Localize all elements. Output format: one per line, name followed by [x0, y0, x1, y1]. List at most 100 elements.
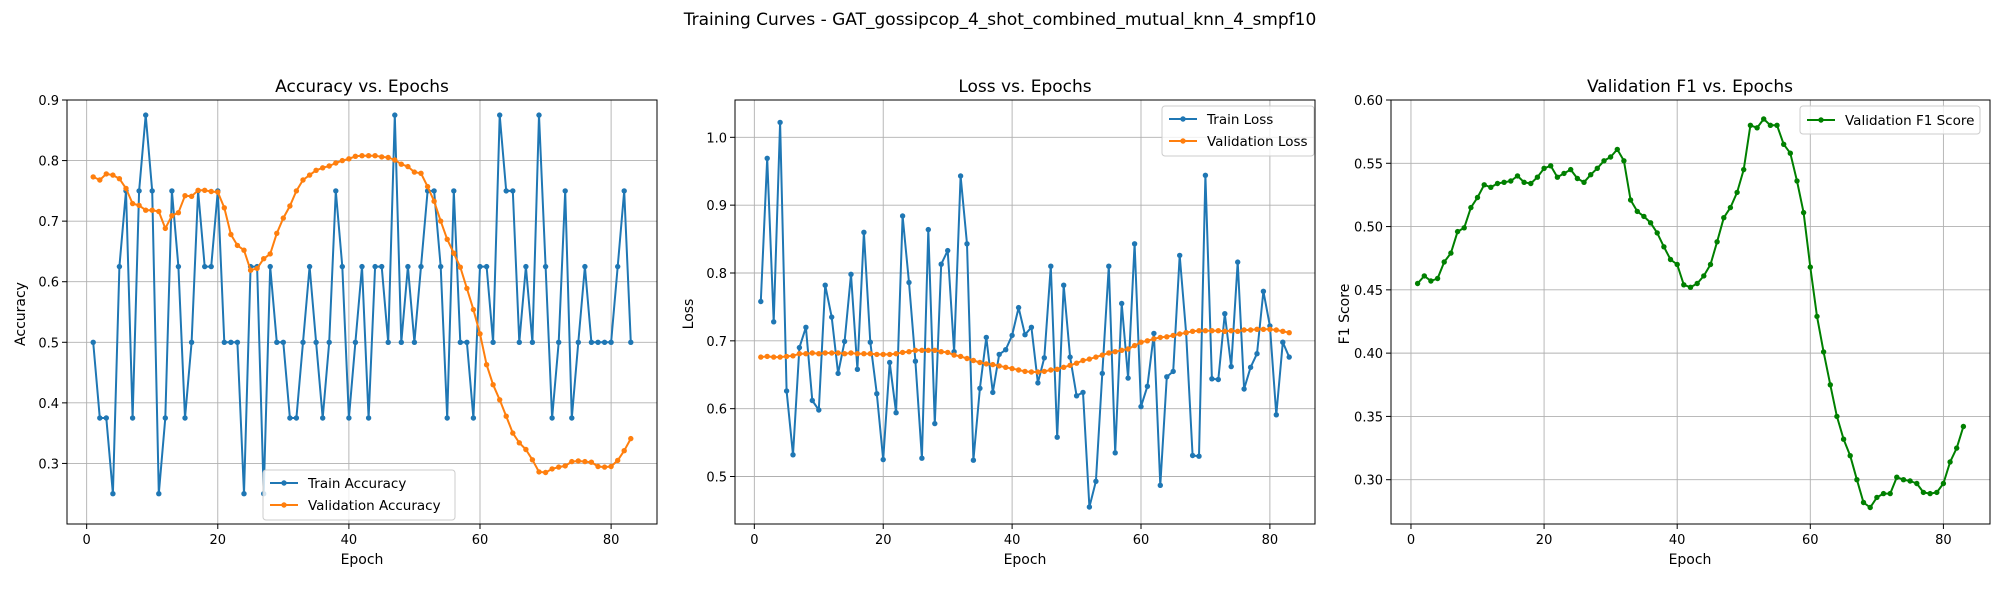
f1-series-0-point — [1574, 175, 1581, 182]
accuracy-series-0-point — [490, 339, 496, 345]
validation-loss-legend-marker — [1180, 138, 1186, 144]
accuracy-legend: Train Accuracy Validation Accuracy — [262, 469, 456, 521]
f1-series-0-point — [1581, 179, 1587, 185]
f1-series-0-point — [1421, 273, 1428, 279]
f1-series-0-point — [1694, 280, 1700, 287]
loss-series-0-point — [829, 314, 835, 320]
f1-series-0-point — [1528, 180, 1534, 187]
f1-x-tick-label: 60 — [1802, 533, 1819, 548]
accuracy-x-axis-label: Epoch — [341, 552, 384, 568]
accuracy-series-0-point — [601, 339, 608, 345]
accuracy-panel-title: Accuracy vs. Epochs — [275, 77, 449, 97]
accuracy-series-0-point — [313, 339, 319, 345]
accuracy-series-1-point — [483, 362, 490, 368]
f1-y-axis-label: F1 Score — [1337, 284, 1353, 345]
loss-y-axis-label: Loss — [681, 299, 697, 330]
loss-series-1-point — [1067, 362, 1073, 368]
loss-series-0-point — [1080, 389, 1086, 396]
loss-series-1-point — [1209, 328, 1215, 334]
accuracy-series-1-point — [418, 170, 424, 176]
loss-series-0-point — [1228, 363, 1234, 370]
loss-series-1-point — [957, 353, 964, 360]
accuracy-series-0-point — [116, 263, 123, 270]
loss-y-tick-label: 0.7 — [706, 335, 727, 350]
loss-series-1-point — [880, 351, 886, 358]
accuracy-series-1-point — [470, 306, 477, 313]
accuracy-series-1-point — [208, 188, 214, 195]
loss-series-0-point — [925, 226, 931, 233]
accuracy-series-1-point — [195, 187, 201, 193]
loss-series-1-point — [854, 351, 861, 357]
loss-series-1-point — [977, 359, 983, 366]
accuracy-series-0-point — [575, 339, 581, 345]
validation-accuracy-legend-label: Validation Accuracy — [308, 498, 441, 514]
accuracy-series-0-point — [608, 339, 614, 345]
accuracy-series-0-point — [175, 263, 182, 270]
accuracy-series-1-point — [326, 163, 332, 169]
loss-series-1-point — [809, 350, 815, 356]
loss-series-0-point — [1247, 364, 1254, 370]
accuracy-series-0-point — [241, 491, 247, 497]
f1-series-0-point — [1727, 204, 1734, 211]
f1-series-0-point — [1707, 261, 1714, 268]
accuracy-series-1-point — [405, 163, 411, 170]
loss-y-tick-label: 0.5 — [706, 471, 727, 486]
f1-series-0-point — [1934, 489, 1940, 496]
f1-series-0-point — [1814, 313, 1820, 320]
accuracy-series-1-point — [582, 458, 588, 465]
accuracy-series-1-point — [372, 153, 378, 159]
accuracy-series-0-point — [470, 415, 477, 421]
loss-series-0-point — [1099, 370, 1106, 377]
loss-series-0-point — [919, 455, 925, 461]
loss-series-0-point — [906, 279, 912, 286]
loss-series-1-point — [945, 349, 951, 356]
loss-series-1-point — [1196, 328, 1202, 334]
loss-series-0-point — [1131, 241, 1138, 247]
loss-series-0-point — [841, 338, 848, 345]
loss-series-1-point — [803, 351, 809, 357]
f1-series-0-point — [1441, 259, 1447, 265]
f1-series-0-point — [1947, 459, 1953, 465]
loss-series-1-point — [1035, 369, 1041, 375]
loss-series-0-point — [1235, 259, 1241, 265]
accuracy-series-1-point — [175, 210, 182, 216]
accuracy-series-0-point — [582, 263, 588, 270]
loss-series-0-point — [1202, 172, 1209, 178]
accuracy-series-1-point — [549, 466, 555, 472]
f1-series-0-point — [1807, 264, 1814, 270]
accuracy-series-0-point — [418, 263, 424, 270]
loss-series-1-point — [1164, 334, 1170, 340]
loss-series-0-point — [1125, 375, 1131, 381]
f1-series-0-point — [1867, 504, 1873, 511]
loss-series-0-point — [1151, 330, 1157, 337]
accuracy-series-1-point — [293, 188, 300, 194]
loss-series-0-point — [803, 324, 809, 330]
f1-axes-frame — [1390, 99, 1991, 525]
f1-series-0-point — [1787, 150, 1794, 156]
accuracy-series-1-point — [254, 265, 260, 272]
loss-series-1-point — [764, 353, 770, 360]
f1-panel-title: Validation F1 vs. Epochs — [1587, 77, 1793, 97]
accuracy-series-0-point — [306, 263, 313, 270]
f1-series-0-point — [1960, 423, 1967, 430]
loss-series-0-point — [783, 388, 790, 394]
accuracy-series-0-point — [438, 263, 444, 270]
accuracy-panel: Accuracy vs. Epochs Epoch Accuracy 0 20 40… — [13, 77, 658, 568]
loss-series-1-point — [758, 354, 764, 360]
loss-y-tick-label: 0.8 — [706, 267, 727, 282]
loss-series-0-point — [887, 359, 893, 366]
accuracy-series-1-point — [333, 160, 339, 166]
accuracy-x-tick-label: 20 — [210, 533, 227, 548]
loss-series-1-point — [899, 349, 906, 356]
loss-series-0-point — [867, 339, 873, 345]
loss-series-0-point — [790, 452, 796, 458]
f1-series-0-point — [1874, 494, 1880, 501]
loss-panel: Loss vs. Epochs Epoch Loss 0 20 40 60 800.50… — [681, 77, 1316, 568]
accuracy-series-1-point — [575, 458, 581, 464]
accuracy-series-0-point — [352, 339, 359, 345]
loss-series-0-point — [777, 119, 783, 126]
f1-series-0-point — [1474, 194, 1481, 201]
accuracy-series-0-point — [588, 339, 595, 345]
loss-series-1-point — [874, 351, 880, 358]
accuracy-y-tick-label: 0.3 — [38, 457, 59, 472]
